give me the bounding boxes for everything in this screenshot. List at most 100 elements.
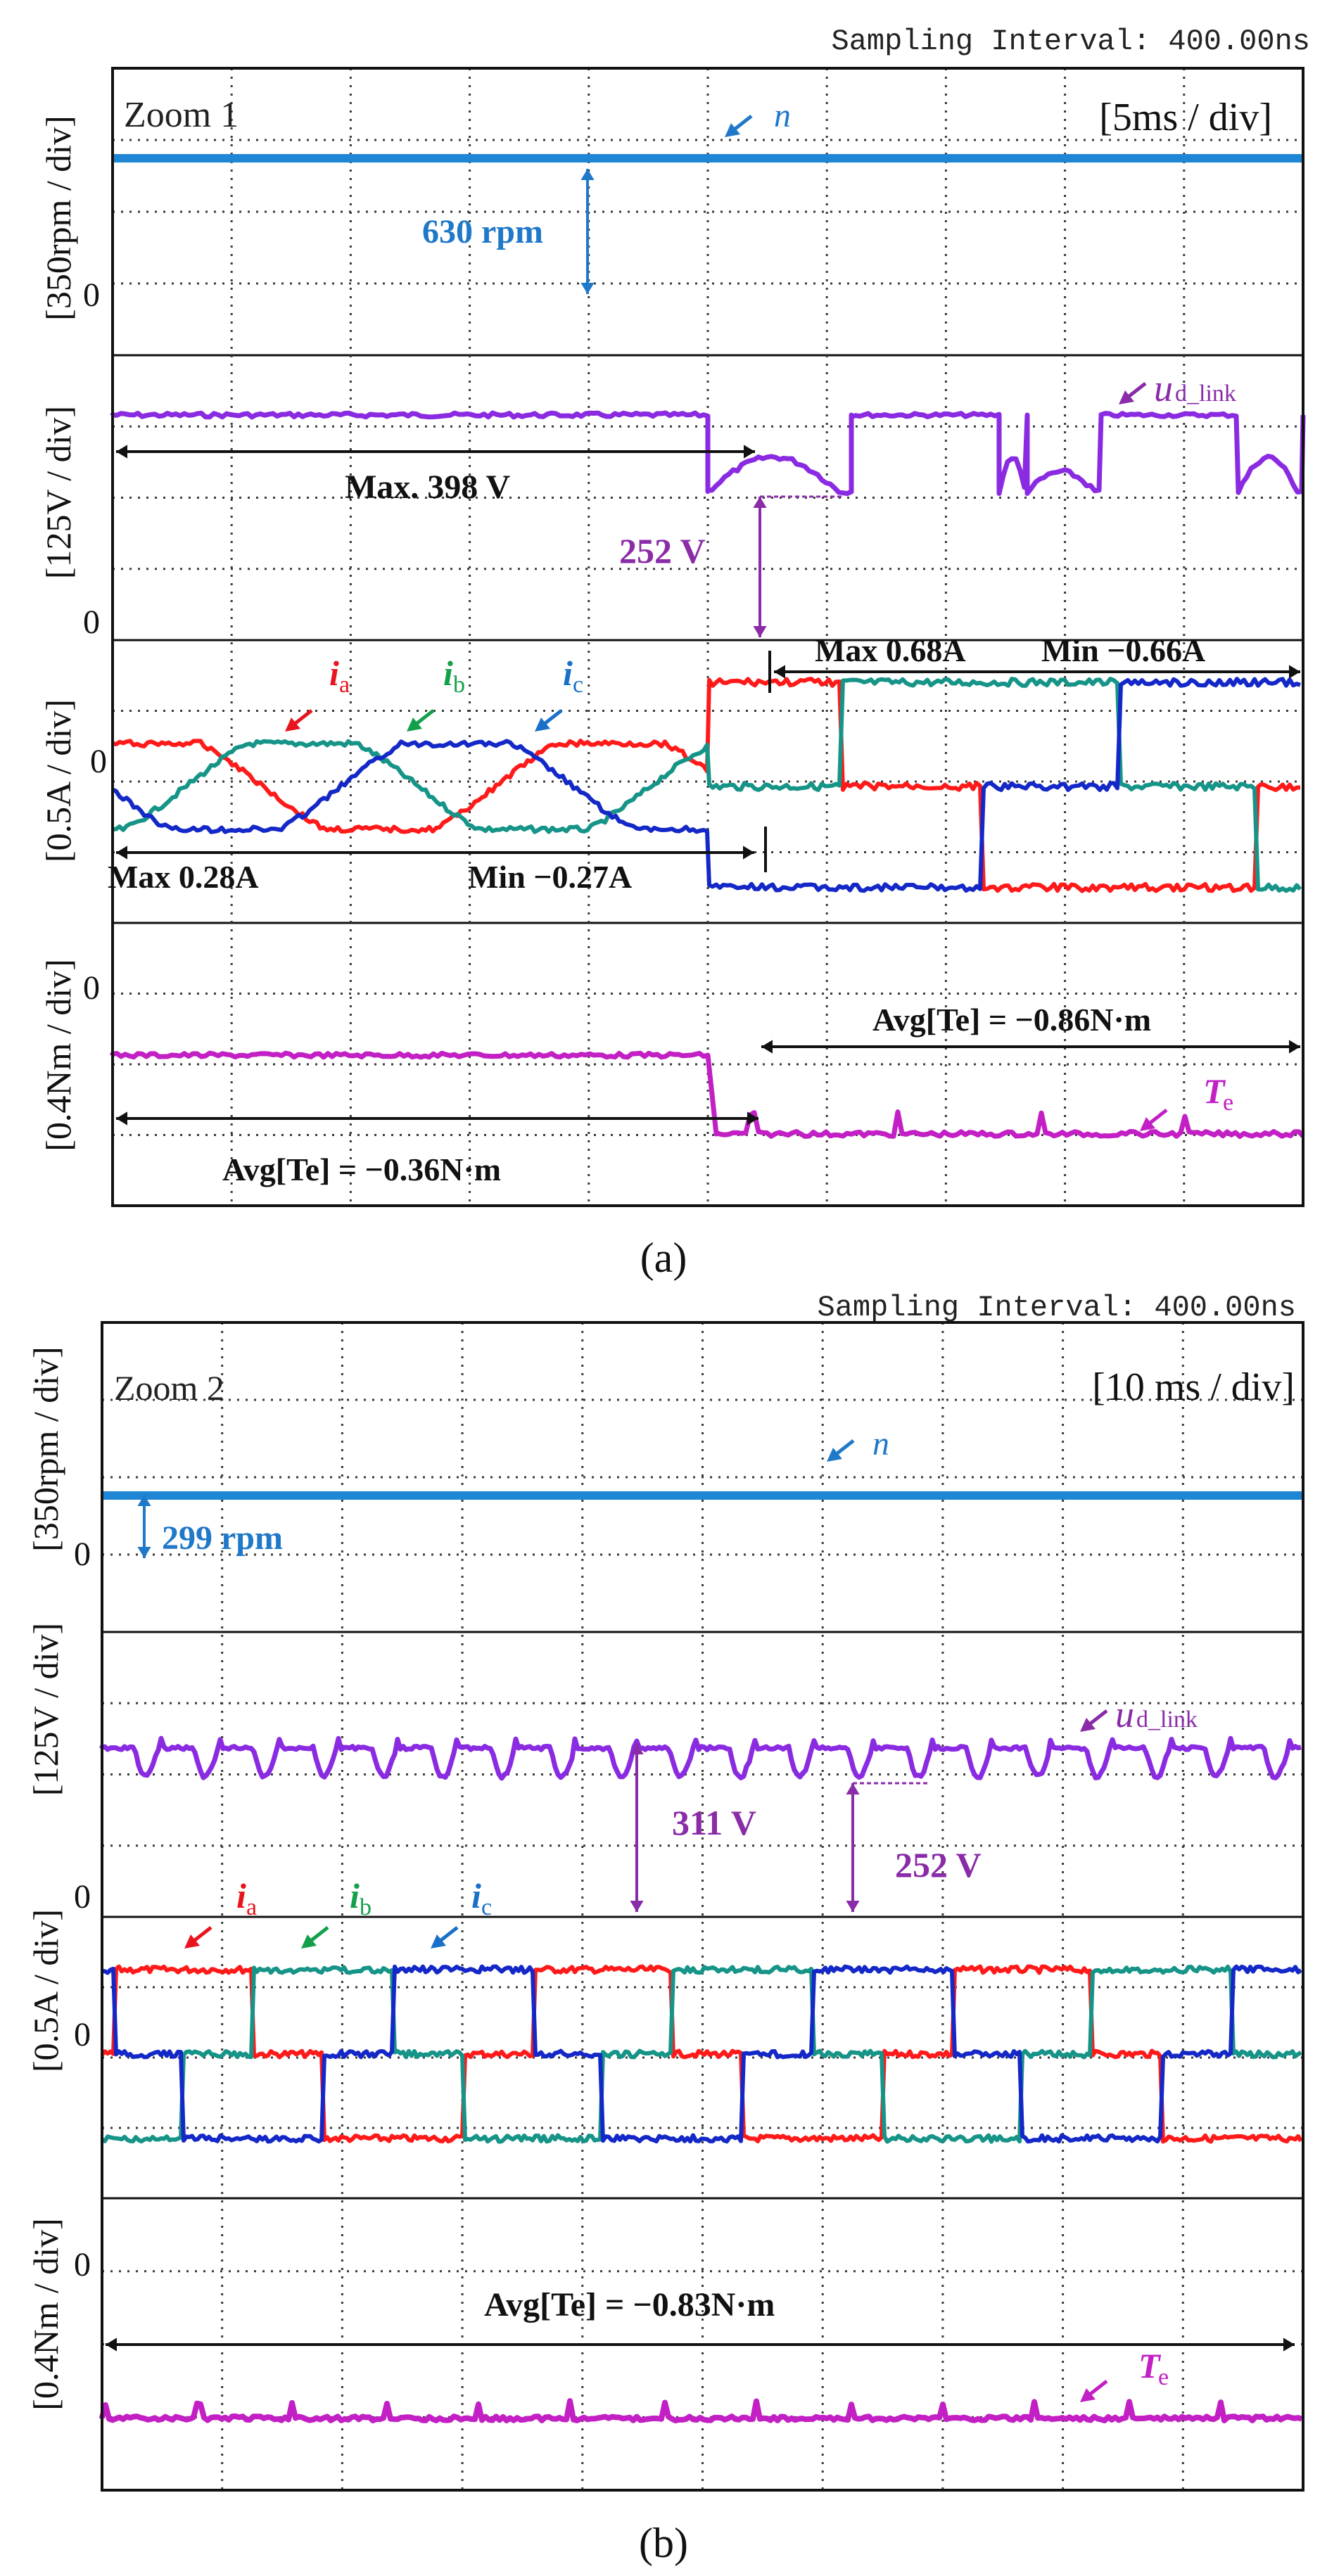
trace-label-b-ia-sub: a — [246, 1894, 257, 1920]
trace-label-a-ib: i — [443, 653, 453, 693]
trace-label-b-ia: i — [236, 1876, 246, 1915]
trace-label-a-udc: u — [1154, 367, 1173, 409]
sampling-interval-b: Sampling Interval: 400.00ns — [817, 1291, 1296, 1325]
ylabel-a-udc: [125V / div] — [39, 406, 78, 579]
ylabel-a-te: [0.4Nm / div] — [39, 959, 78, 1152]
annot-a-max068: Max 0.68A — [815, 632, 966, 668]
arrow-b-252v-head-down — [846, 1901, 860, 1912]
trace-label-a-ia: i — [329, 653, 339, 693]
zero-b-i: 0 — [74, 2016, 91, 2053]
pointer-b-ib-head — [301, 1934, 317, 1949]
panel-a-grid — [113, 68, 1303, 1206]
trace-label-b-ic-sub: c — [481, 1894, 492, 1920]
annot-a-630rpm: 630 rpm — [422, 213, 543, 250]
annot-a-max028: Max 0.28A — [108, 859, 259, 895]
arrow-b-299rpm-head-down — [137, 1547, 151, 1558]
trace-a-ic — [111, 677, 1301, 893]
pointer-a-udc-head — [1119, 390, 1134, 404]
panel-a-frame — [111, 67, 1304, 1207]
time-scale-b: [10 ms / div] — [1092, 1365, 1295, 1409]
arrow-a-252v-head-down — [753, 626, 767, 637]
arrow-a-i-before-head-left — [116, 846, 127, 860]
trace-b-te — [99, 2398, 1303, 2423]
trace-label-a-te-sub: e — [1223, 1090, 1233, 1116]
zoom-label-b: Zoom 2 — [114, 1368, 224, 1408]
trace-a-te — [110, 1050, 1305, 1139]
panel-a — [110, 67, 1306, 1207]
zero-b-udc: 0 — [74, 1878, 91, 1915]
annot-a-min066: Min −0.66A — [1041, 632, 1205, 668]
pointer-a-te-head — [1140, 1117, 1155, 1131]
trace-label-b-te: T — [1138, 2346, 1162, 2385]
panel-b-traces — [99, 1491, 1303, 2423]
zero-a-te: 0 — [83, 969, 100, 1007]
trace-b-n — [102, 1491, 1303, 1500]
arrow-a-te-after-head-left — [761, 1040, 773, 1054]
arrow-b-311v-head-up — [630, 1743, 644, 1754]
zero-a-udc: 0 — [83, 604, 100, 641]
trace-label-a-ic-sub: c — [573, 672, 583, 698]
panel-b — [99, 1321, 1304, 2492]
ylabel-a-i: [0.5A / div] — [39, 699, 78, 862]
annot-a-max398: Max. 398 V — [345, 468, 510, 506]
trace-label-a-n: n — [774, 97, 791, 134]
arrow-b-te-head-right — [1283, 2338, 1295, 2352]
pointer-b-udc-head — [1080, 1718, 1096, 1732]
annot-a-te-after: Avg[Te] = −0.86N·m — [872, 1002, 1151, 1038]
pointer-a-ia-head — [285, 718, 300, 732]
trace-a-udc — [110, 410, 1306, 497]
arrow-a-252v-head-up — [753, 497, 767, 508]
trace-label-b-ib-sub: b — [360, 1894, 372, 1920]
zero-b-te: 0 — [74, 2246, 91, 2283]
arrow-a-i-before-head-right — [743, 846, 754, 860]
pointer-b-ic-head — [431, 1934, 446, 1949]
pointer-a-ib-head — [407, 718, 422, 732]
trace-b-ia — [100, 1964, 1303, 2144]
trace-label-b-ic: i — [471, 1876, 481, 1915]
trace-label-a-ia-sub: a — [339, 672, 350, 698]
pointer-b-ia-head — [184, 1934, 200, 1949]
annot-b-299rpm: 299 rpm — [162, 1519, 283, 1557]
trace-label-b-udc-sub: d_link — [1136, 1707, 1198, 1733]
ylabel-b-n: [350rpm / div] — [26, 1346, 65, 1552]
arrow-a-i-after-head-left — [774, 665, 785, 679]
trace-label-b-ib: i — [350, 1876, 360, 1915]
pointer-a-n-head — [725, 123, 740, 137]
trace-b-ic — [101, 1964, 1302, 2144]
trace-label-a-ib-sub: b — [453, 672, 465, 698]
trace-label-b-n: n — [872, 1425, 889, 1462]
trace-a-ib — [112, 677, 1302, 893]
arrow-a-max398-head-left — [116, 445, 127, 459]
ylabel-b-te: [0.4Nm / div] — [26, 2218, 65, 2411]
trace-label-b-te-sub: e — [1158, 2364, 1169, 2390]
arrow-a-te-after-head-right — [1289, 1040, 1300, 1054]
trace-a-n — [113, 154, 1303, 162]
caption-b: (b) — [639, 2520, 688, 2566]
pointer-b-n-head — [827, 1448, 842, 1462]
annot-b-te: Avg[Te] = −0.83N·m — [484, 2286, 775, 2323]
time-scale-a: [5ms / div] — [1099, 96, 1272, 139]
panel-b-frame — [101, 1321, 1304, 2492]
arrow-a-max398-head-right — [744, 445, 755, 459]
ylabel-a-n: [350rpm / div] — [39, 115, 78, 321]
trace-label-b-udc: u — [1115, 1693, 1134, 1735]
sampling-interval-a: Sampling Interval: 400.00ns — [831, 25, 1310, 58]
trace-b-udc — [99, 1735, 1302, 1781]
zero-b-n: 0 — [74, 1536, 91, 1573]
panel-b-annotations — [106, 1439, 1295, 2402]
arrow-a-630rpm-head-down — [580, 283, 595, 294]
ylabel-b-udc: [125V / div] — [26, 1623, 65, 1796]
trace-label-a-ic: i — [563, 653, 573, 693]
trace-b-ib — [101, 1964, 1302, 2144]
zero-a-i: 0 — [90, 743, 107, 780]
zero-a-n: 0 — [83, 276, 100, 314]
arrow-a-630rpm-head-up — [580, 169, 595, 180]
annot-b-311v: 311 V — [672, 1803, 756, 1842]
trace-label-a-udc-sub: d_link — [1175, 381, 1236, 407]
arrow-a-i-after-head-right — [1289, 665, 1300, 679]
panel-a-annotations — [116, 115, 1300, 1131]
arrow-b-252v-head-up — [846, 1783, 860, 1794]
annot-b-252v: 252 V — [895, 1845, 982, 1885]
arrow-b-te-head-left — [106, 2338, 117, 2352]
